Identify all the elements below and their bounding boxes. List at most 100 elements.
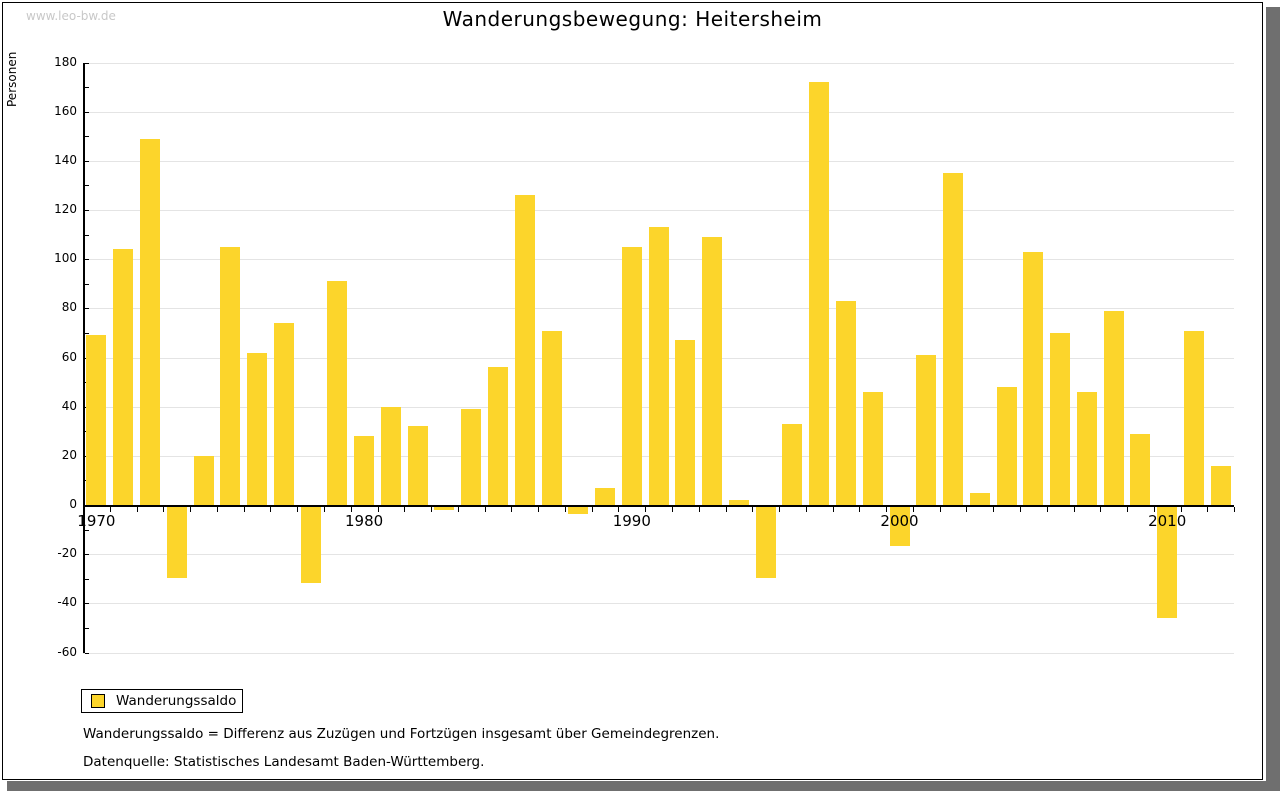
- y-tick-label-20: 20: [61, 447, 77, 462]
- x-tick: [912, 507, 914, 512]
- bar-1977: [273, 323, 294, 505]
- x-tick: [939, 507, 941, 512]
- gridline--40: [83, 603, 1235, 605]
- bar-1987: [541, 330, 562, 505]
- x-tick: [404, 507, 406, 512]
- y-minor-tick: [85, 160, 89, 162]
- bar-1993: [702, 237, 723, 505]
- x-tick: [1153, 507, 1155, 512]
- y-minor-tick: [85, 259, 89, 261]
- bar-1973: [166, 507, 187, 579]
- bar-2000: [889, 507, 910, 547]
- x-tick: [805, 507, 807, 512]
- bar-1976: [247, 352, 267, 505]
- bar-1986: [514, 195, 535, 505]
- x-axis-label-2000: 2000: [880, 512, 919, 530]
- x-tick: [1207, 507, 1209, 512]
- gridline-120: [83, 210, 1235, 211]
- watermark: www.leo-bw.de: [26, 9, 116, 23]
- x-tick: [243, 507, 245, 512]
- bar-1982: [407, 426, 428, 505]
- y-tick-label--20: -20: [57, 546, 77, 561]
- gridline-140: [83, 160, 1235, 162]
- x-tick: [591, 507, 593, 512]
- y-tick-label--40: -40: [57, 595, 77, 610]
- x-tick: [618, 507, 620, 512]
- y-minor-tick: [85, 332, 89, 334]
- x-tick: [109, 507, 111, 512]
- y-minor-tick: [85, 652, 89, 654]
- x-tick: [698, 507, 700, 512]
- y-minor-tick: [85, 111, 89, 113]
- x-tick: [190, 507, 192, 512]
- y-tick-label-40: 40: [61, 398, 77, 413]
- x-tick: [993, 507, 995, 512]
- bar-1975: [220, 246, 241, 505]
- footnote-datasource: Datenquelle: Statistisches Landesamt Bad…: [83, 754, 485, 770]
- y-minor-tick: [85, 185, 89, 187]
- gridline--20: [83, 554, 1235, 556]
- y-axis-line: [83, 62, 85, 653]
- x-tick: [216, 507, 218, 512]
- bar-1985: [487, 367, 508, 505]
- x-axis-label-1980: 1980: [345, 512, 384, 530]
- y-minor-tick: [85, 283, 89, 285]
- plot-area: 180 160 140 120 100 80 60 40 20 0 -20 -40 -60 1970 198…: [3, 3, 1262, 779]
- bar-1997: [809, 82, 830, 505]
- y-tick-label-120: 120: [54, 202, 77, 216]
- y-minor-tick: [85, 554, 89, 556]
- x-tick: [1073, 507, 1075, 512]
- y-minor-tick: [85, 62, 89, 64]
- panel-shadow-bottom: [7, 781, 1280, 791]
- x-tick: [484, 507, 486, 512]
- bar-2009: [1130, 433, 1151, 505]
- y-tick-label-60: 60: [61, 349, 77, 364]
- bar-2005: [1023, 251, 1044, 505]
- bar-2006: [1050, 332, 1071, 505]
- x-tick: [752, 507, 754, 512]
- bar-2010: [1157, 507, 1178, 618]
- x-tick: [1100, 507, 1102, 512]
- x-tick: [779, 507, 780, 512]
- bar-2007: [1076, 391, 1097, 505]
- bar-1972: [139, 138, 160, 505]
- gridline-160: [83, 111, 1235, 113]
- y-tick-label-80: 80: [61, 300, 77, 315]
- bar-1999: [862, 391, 883, 505]
- y-minor-tick: [85, 87, 89, 89]
- y-tick-label-100: 100: [54, 251, 77, 266]
- y-minor-tick: [85, 529, 89, 531]
- x-tick: [832, 507, 834, 512]
- bar-1990: [621, 246, 642, 505]
- x-axis-label-1990: 1990: [612, 512, 651, 530]
- bar-2001: [916, 355, 937, 505]
- y-minor-tick: [85, 308, 89, 310]
- x-tick: [1180, 507, 1182, 512]
- bar-1974: [193, 455, 214, 505]
- bar-2008: [1103, 310, 1124, 505]
- x-tick: [1234, 507, 1236, 512]
- x-tick: [859, 507, 861, 512]
- panel-shadow-right: [1266, 7, 1280, 791]
- bar-1995: [755, 507, 776, 579]
- chart-title: Wanderungsbewegung: Heitersheim: [442, 7, 823, 31]
- x-axis-label-1970: 1970: [77, 512, 116, 530]
- x-tick: [886, 507, 888, 512]
- bar-1992: [675, 340, 696, 505]
- gridline--60: [83, 652, 1235, 654]
- x-tick: [564, 507, 566, 512]
- x-tick: [350, 507, 352, 512]
- y-minor-tick: [85, 578, 89, 580]
- bar-1983: [434, 507, 455, 510]
- legend-label: Wanderungssaldo: [116, 693, 237, 709]
- x-tick: [725, 507, 727, 512]
- x-tick: [1046, 507, 1048, 512]
- bar-1989: [595, 487, 615, 505]
- bar-2012: [1210, 465, 1231, 505]
- y-tick-label--60: -60: [57, 644, 77, 659]
- y-tick-label-140: 140: [54, 152, 77, 167]
- x-tick: [538, 507, 540, 512]
- x-tick: [511, 507, 513, 512]
- bar-1981: [380, 406, 401, 505]
- bar-1988: [568, 507, 589, 515]
